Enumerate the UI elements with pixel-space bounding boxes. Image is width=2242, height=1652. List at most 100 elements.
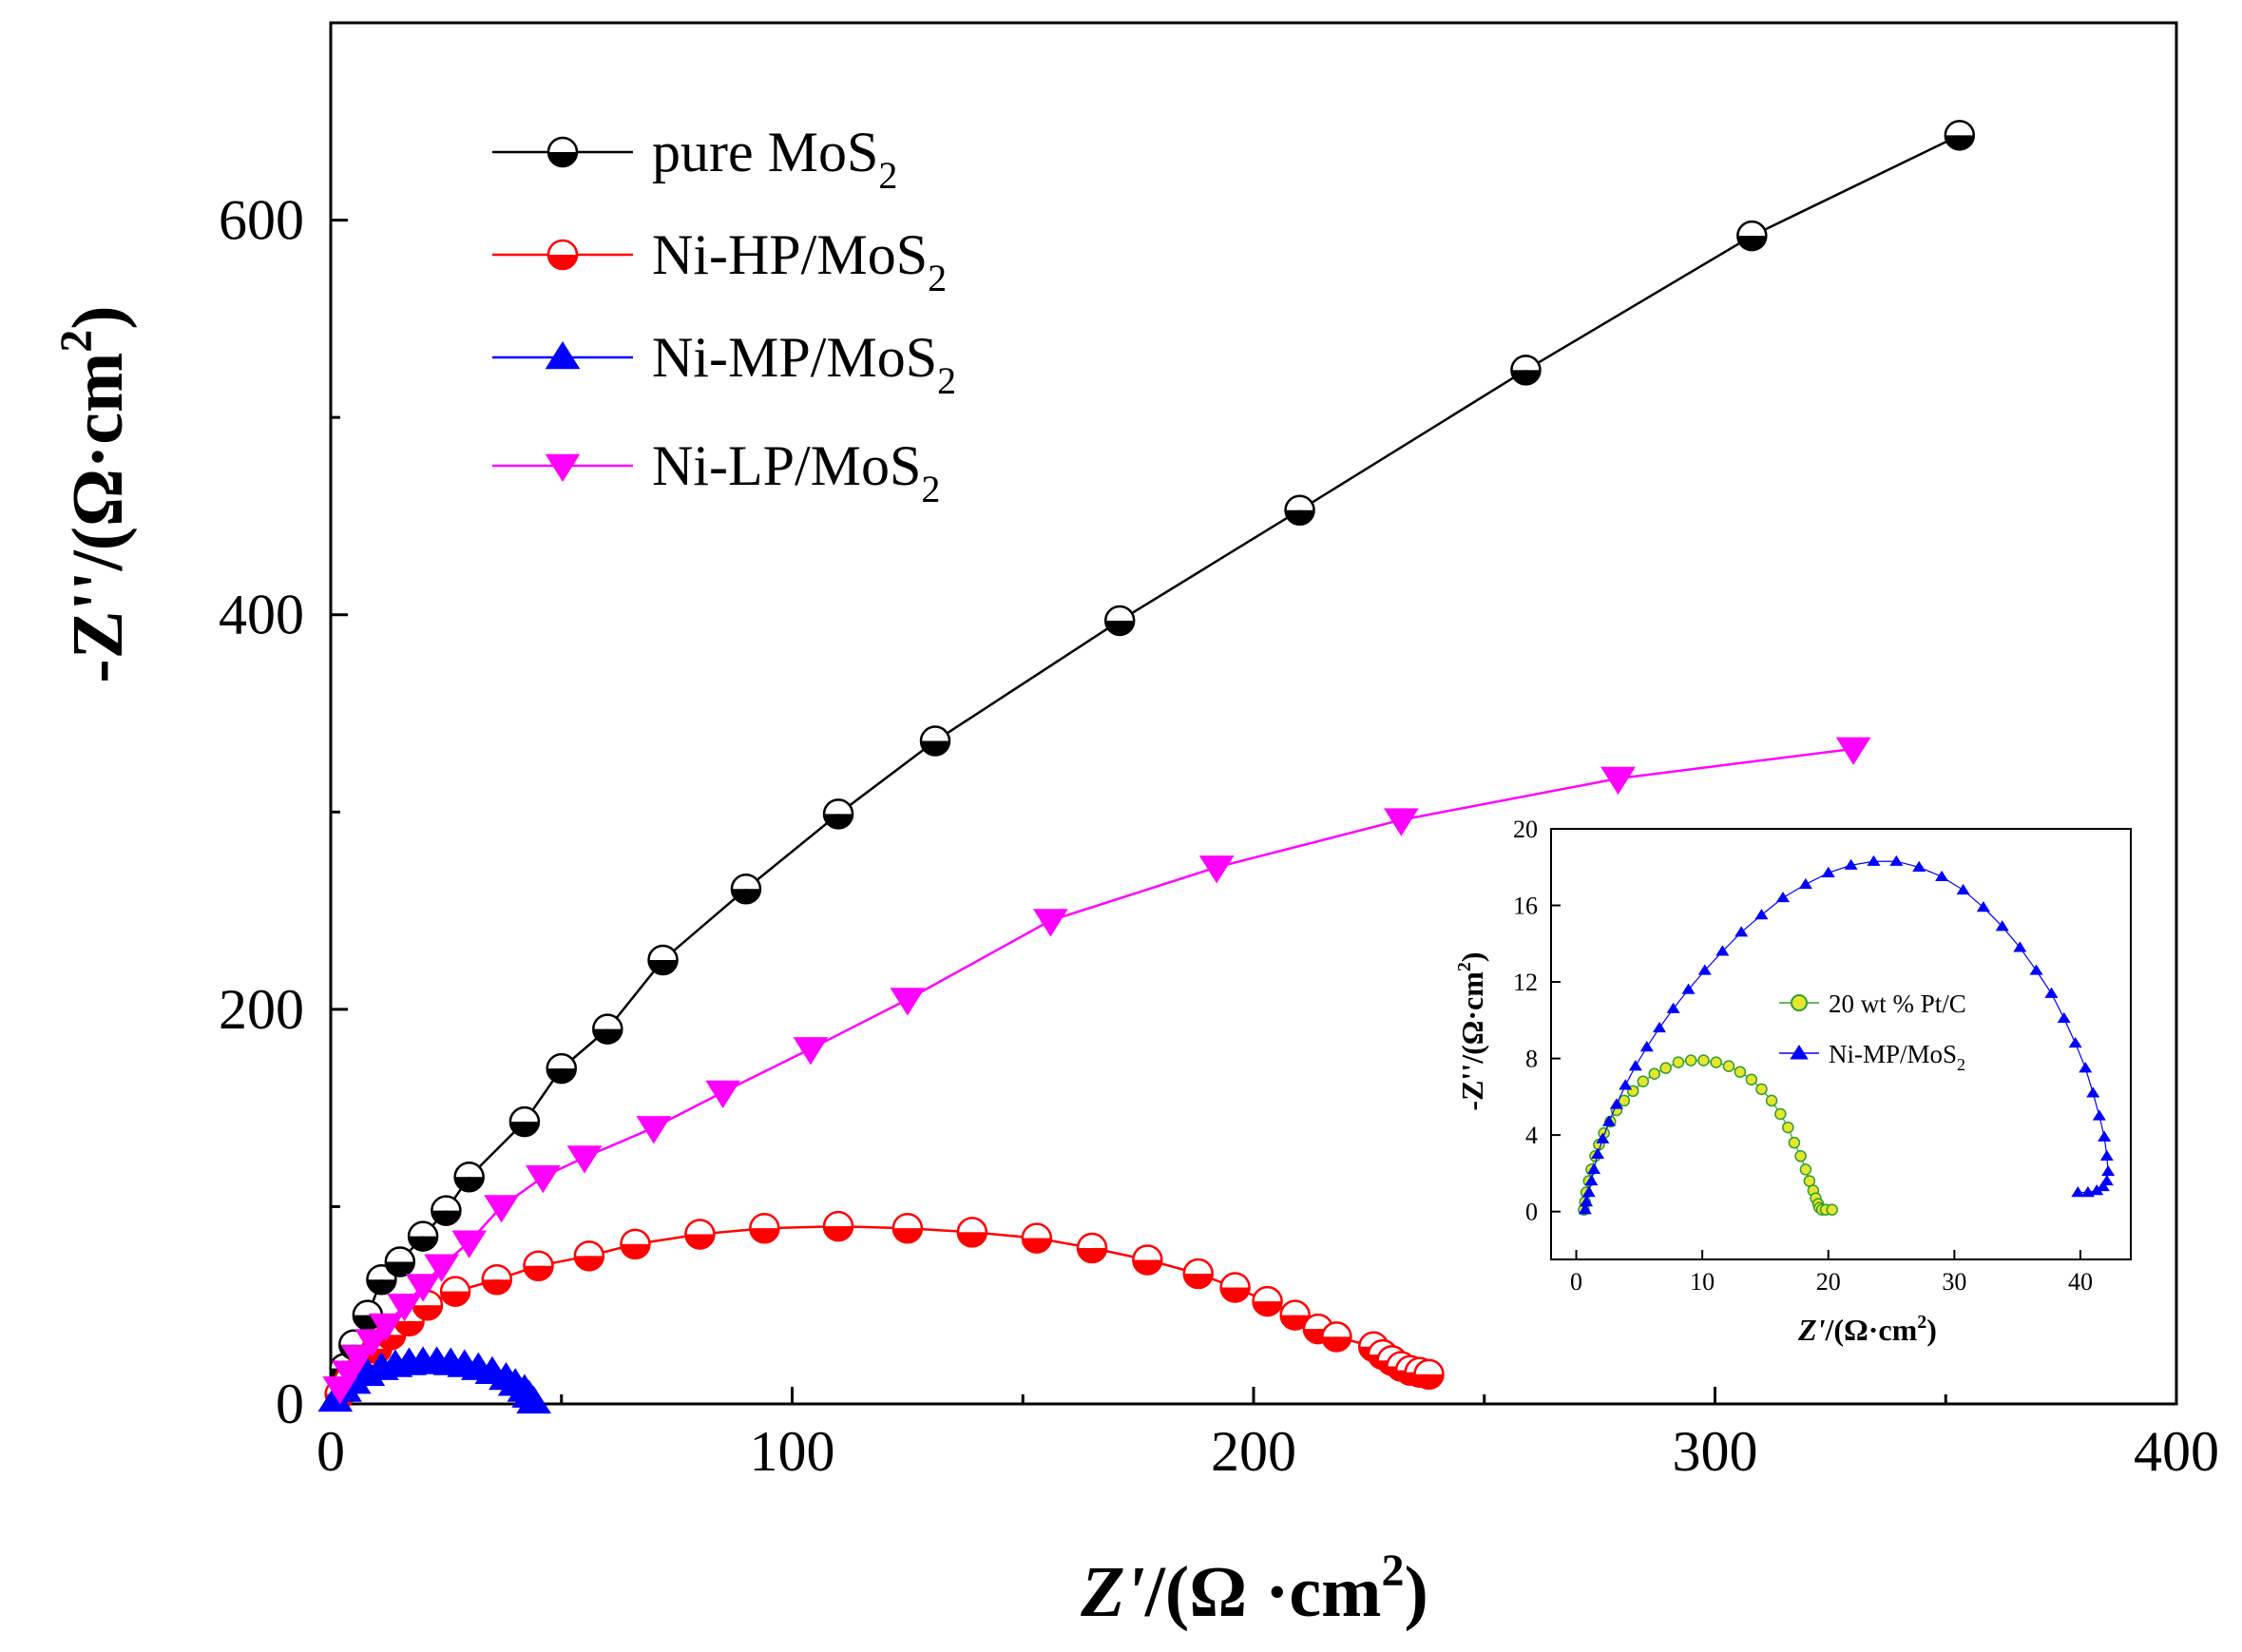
inset-data-point [1794, 1150, 1807, 1162]
inset-data-point [1619, 1079, 1633, 1090]
data-point [405, 1274, 441, 1302]
data-point [592, 1013, 623, 1045]
inset-data-point [2068, 1036, 2082, 1048]
inset-data-point [1587, 1162, 1601, 1175]
inset-data-point [1639, 1041, 1654, 1052]
inset-data-point [1684, 1054, 1697, 1066]
data-point [523, 1250, 554, 1281]
inset-data-point [1648, 1067, 1660, 1080]
data-point [431, 1195, 462, 1226]
data-point [1321, 1321, 1352, 1353]
data-point [1021, 1222, 1053, 1254]
data-point [705, 1080, 741, 1109]
data-point [956, 1217, 988, 1248]
data-point [481, 1263, 513, 1296]
inset-data-point [2071, 1186, 2085, 1198]
data-point [1076, 1232, 1108, 1264]
inset-legend: 20 wt % Pt/C Ni-MP/MoS2 [1779, 989, 1966, 1074]
inset-data-point [2096, 1180, 2110, 1192]
inset-y-tick-label: 12 [1513, 969, 1538, 996]
inset-data-point [1755, 1083, 1768, 1096]
legend-marker [546, 239, 579, 271]
inset-data-point [1697, 964, 1712, 975]
data-point [340, 1344, 376, 1373]
data-point [412, 1289, 444, 1321]
data-point [1198, 855, 1235, 884]
data-point [1384, 808, 1419, 836]
data-point [793, 1037, 829, 1066]
inset-data-point [1782, 1121, 1794, 1134]
inset-data-point [2092, 1109, 2106, 1121]
data-point [1835, 737, 1871, 765]
data-point [919, 725, 951, 757]
inset-data-point [1956, 883, 1970, 895]
inset-data-point [1666, 1002, 1680, 1013]
inset-x-tick-label: 40 [2068, 1268, 2093, 1296]
y-tick-label: 200 [219, 978, 304, 1041]
inset-data-point [1715, 945, 1730, 956]
inset-y-tick-label: 0 [1525, 1199, 1538, 1226]
inset-series-line [1584, 860, 2109, 1210]
inset-data-point [1976, 901, 1990, 912]
data-point [647, 944, 679, 976]
data-point [1510, 355, 1542, 386]
legend-marker [545, 453, 581, 482]
inset-plot: 0 10 20 30 40 0 4 8 12 16 20 Z'/(Ω·cm2) -Z''/(Ω·cm2)… [1454, 816, 2132, 1347]
data-point [1284, 494, 1315, 526]
inset-legend-marker [1790, 1045, 1809, 1060]
inset-data-point [1722, 1060, 1735, 1072]
inset-data-point [1995, 920, 2009, 932]
inset-data-point [1697, 1054, 1710, 1066]
data-point [636, 1116, 672, 1144]
inset-x-axis-title: Z'/(Ω·cm2) [1797, 1312, 1937, 1347]
data-point [525, 1165, 561, 1194]
inset-y-tick-label: 4 [1525, 1122, 1538, 1149]
inset-data-point [2080, 1186, 2095, 1198]
inset-data-point [1581, 1186, 1596, 1198]
inset-series-ni-mp-mos [1578, 855, 2116, 1215]
inset-data-point [2013, 941, 2027, 952]
inset-data-point [1754, 909, 1769, 920]
data-point [890, 988, 926, 1016]
data-point [546, 1052, 577, 1085]
x-axis-title: Z'/(Ω ·cm2) [1080, 1546, 1428, 1632]
data-point [730, 873, 762, 905]
data-point [1132, 1244, 1163, 1276]
inset-y-tick-label: 16 [1513, 893, 1538, 920]
data-point [424, 1254, 459, 1282]
inset-data-point [1584, 1174, 1599, 1186]
inset-x-tick-label: 0 [1570, 1268, 1582, 1296]
legend-label: pure MoS2 [652, 121, 897, 197]
inset-data-point [2044, 987, 2059, 998]
inset-data-point [2029, 964, 2043, 975]
inset-data-point [2099, 1149, 2114, 1161]
x-tick-label: 400 [2134, 1420, 2219, 1483]
inset-data-point [1821, 866, 1835, 877]
inset-legend-marker [1791, 994, 1808, 1011]
inset-data-point [2101, 1164, 2116, 1177]
legend-label: Ni-MP/MoS2 [652, 326, 956, 402]
data-point [1600, 766, 1636, 795]
legend-marker [546, 136, 579, 168]
inset-data-point [1734, 926, 1749, 937]
inset-data-point [1774, 1107, 1787, 1121]
data-point [891, 1213, 924, 1244]
legend: pure MoS2 Ni-HP/MoS2 Ni-MP/MoS2 Ni-LP/MoS2 [492, 121, 956, 510]
inset-data-point [1799, 1163, 1812, 1176]
data-point [1279, 1299, 1311, 1331]
data-point [451, 1230, 488, 1258]
data-point [1413, 1358, 1445, 1391]
inset-data-point [1912, 860, 1926, 872]
inset-data-point [2057, 1011, 2071, 1023]
series-ni-lp-mosmos2 [322, 737, 1871, 1405]
inset-data-point [1628, 1060, 1642, 1071]
data-point [822, 1210, 854, 1242]
x-tick-label: 200 [1211, 1420, 1296, 1483]
inset-data-point [1580, 1196, 1594, 1207]
data-point [368, 1313, 404, 1341]
legend-label: Ni-LP/MoS2 [652, 434, 940, 510]
inset-data-point [1601, 1115, 1617, 1126]
data-point [620, 1228, 651, 1260]
